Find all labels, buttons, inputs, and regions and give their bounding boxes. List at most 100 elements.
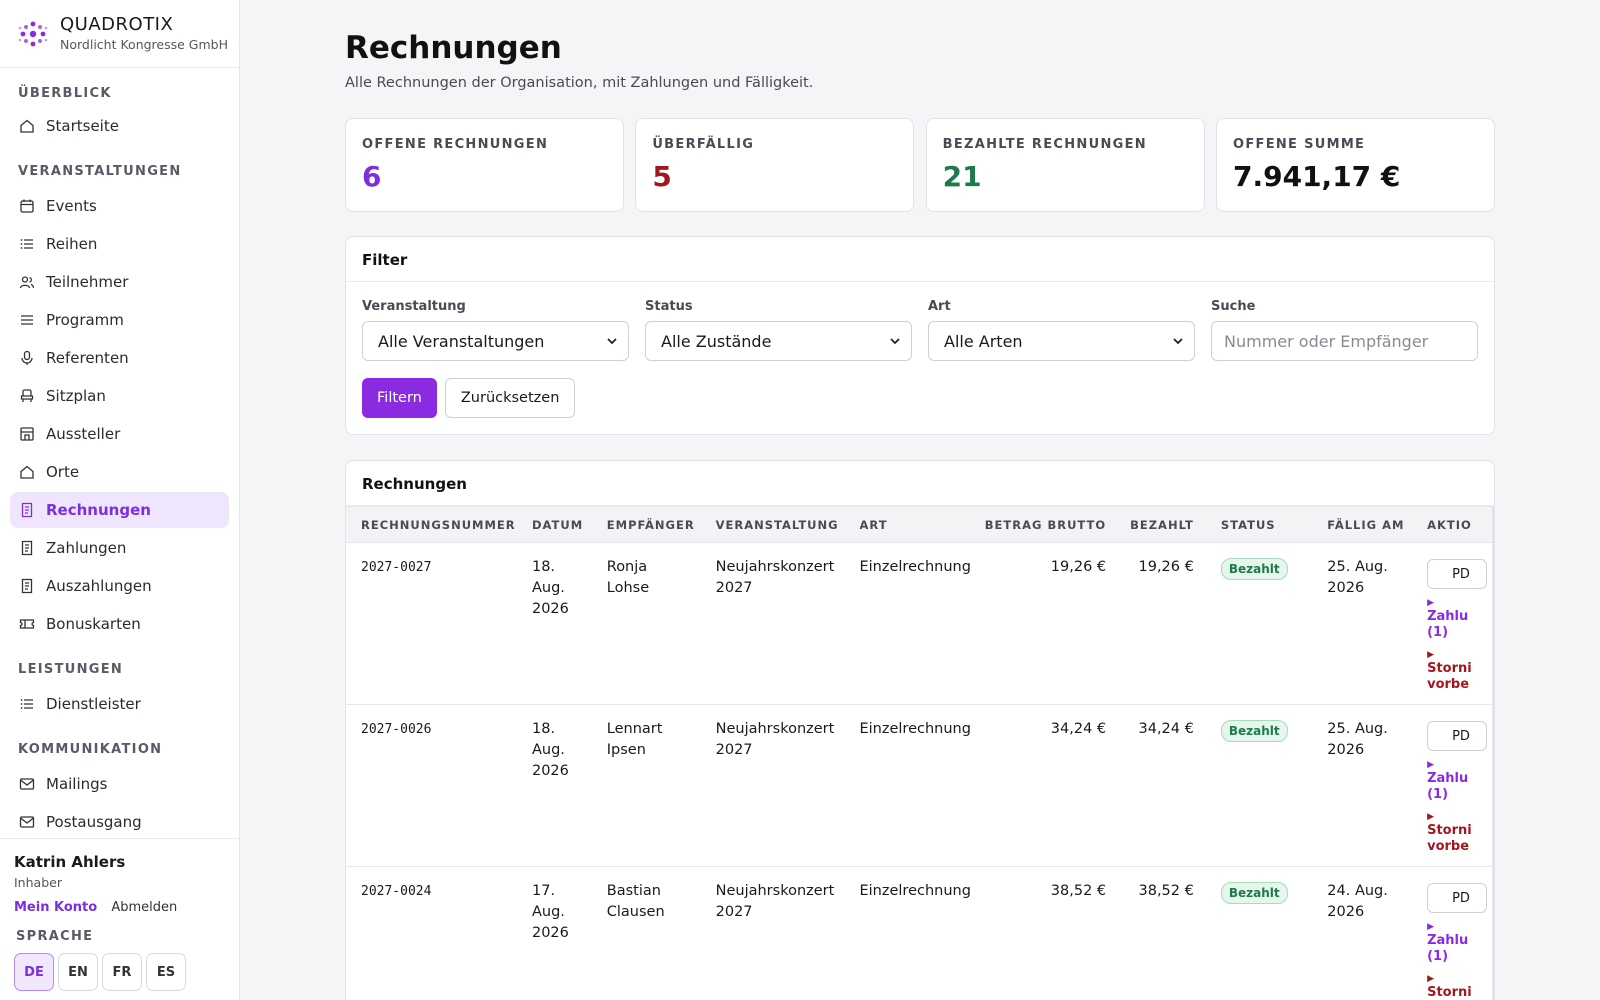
invoice-status: Bezahlt [1205, 704, 1313, 867]
column-header[interactable]: DATUM [516, 506, 592, 543]
sidebar-item-label: Postausgang [46, 813, 142, 831]
sidebar-item-label: Teilnehmer [46, 273, 129, 291]
invoice-recipient: Lennart Ipsen [591, 704, 701, 867]
invoice-gross: 19,26 € [976, 542, 1119, 705]
triangle-right-icon: ▶ [1427, 760, 1435, 770]
sidebar-item-mailings[interactable]: Mailings [10, 766, 229, 802]
sidebar-item-sitzplan[interactable]: Sitzplan [10, 378, 229, 414]
brand[interactable]: QUADROTIX Nordlicht Kongresse GmbH [0, 0, 239, 68]
sidebar-item-reihen[interactable]: Reihen [10, 226, 229, 262]
home-icon [18, 117, 36, 135]
sidebar-item-label: Reihen [46, 235, 98, 253]
invoice-gross: 38,52 € [976, 866, 1119, 1000]
type-filter-label: Art [928, 299, 951, 314]
status-badge: Bezahlt [1220, 882, 1288, 904]
sidebar-item-label: Zahlungen [46, 539, 127, 557]
payments-link[interactable]: ▶ Zahlu (1) [1427, 759, 1494, 803]
sidebar-item-label: Aussteller [46, 425, 121, 443]
lang-button-en[interactable]: EN [58, 953, 98, 991]
brand-org: Nordlicht Kongresse GmbH [60, 36, 228, 52]
language-title: SPRACHE [16, 929, 94, 944]
kpi-label: OFFENE RECHNUNGEN [362, 137, 549, 152]
users-icon [18, 273, 36, 291]
invoice-event: Neujahrskonzert 2027 [700, 542, 845, 705]
lang-button-es[interactable]: ES [146, 953, 186, 991]
main-nav: ÜBERBLICK Startseite VERANSTALTUNGEN Eve… [0, 82, 239, 840]
column-header[interactable]: VERANSTALTUNG [700, 506, 845, 543]
payments-link[interactable]: ▶ Zahlu (1) [1427, 921, 1494, 965]
receipt-icon [18, 577, 36, 595]
nav-section-communication: KOMMUNIKATION [18, 742, 163, 757]
search-input[interactable]: Nummer oder Empfänger [1211, 321, 1478, 361]
kpi-label: ÜBERFÄLLIG [652, 137, 755, 152]
sidebar-item-programm[interactable]: Programm [10, 302, 229, 338]
invoice-date: 18. Aug. 2026 [516, 704, 592, 867]
invoice-paid: 38,52 € [1118, 866, 1206, 1000]
lang-button-fr[interactable]: FR [102, 953, 142, 991]
sidebar-item-postausgang[interactable]: Postausgang [10, 804, 229, 840]
kpi-overdue: ÜBERFÄLLIG 5 [635, 118, 915, 212]
lang-button-de[interactable]: DE [14, 953, 54, 991]
receipt-icon [18, 539, 36, 557]
sidebar-item-orte[interactable]: Orte [10, 454, 229, 490]
sidebar-item-rechnungen[interactable]: Rechnungen [10, 492, 229, 528]
column-header[interactable]: EMPFÄNGER [591, 506, 701, 543]
filter-button[interactable]: Filtern [362, 378, 437, 418]
select-value: Alle Arten [944, 331, 1023, 351]
sidebar-item-referenten[interactable]: Referenten [10, 340, 229, 376]
invoice-date: 18. Aug. 2026 [516, 542, 592, 705]
kpi-label: BEZAHLTE RECHNUNGEN [942, 137, 1147, 152]
invoice-number: 2027-0024 [346, 866, 517, 1000]
triangle-right-icon: ▶ [1427, 974, 1435, 984]
payments-link[interactable]: ▶ Zahlu (1) [1427, 597, 1494, 641]
reset-button[interactable]: Zurücksetzen [444, 378, 576, 418]
column-header[interactable]: AKTIO [1412, 506, 1494, 543]
column-header[interactable]: ART [844, 506, 977, 543]
sidebar: QUADROTIX Nordlicht Kongresse GmbH ÜBERB… [0, 0, 240, 1000]
sidebar-item-aussteller[interactable]: Aussteller [10, 416, 229, 452]
logout-link[interactable]: Abmelden [111, 900, 178, 915]
my-account-link[interactable]: Mein Konto [14, 900, 98, 915]
chevron-down-icon [890, 338, 900, 345]
column-header[interactable]: BEZAHLT [1118, 506, 1206, 543]
user-panel: Katrin Ahlers Inhaber Mein Konto Abmelde… [0, 838, 240, 991]
kpi-value: 21 [942, 160, 982, 193]
list-icon [18, 235, 36, 253]
type-filter-select[interactable]: Alle Arten [928, 321, 1195, 361]
sidebar-item-zahlungen[interactable]: Zahlungen [10, 530, 229, 566]
invoice-status: Bezahlt [1205, 866, 1313, 1000]
column-header[interactable]: STATUS [1205, 506, 1313, 543]
sidebar-item-teilnehmer[interactable]: Teilnehmer [10, 264, 229, 300]
quadrotix-logo-icon [18, 21, 48, 46]
pdf-button[interactable]: PD [1427, 559, 1488, 589]
pdf-button[interactable]: PD [1427, 883, 1488, 913]
sidebar-item-label: Dienstleister [46, 695, 141, 713]
sidebar-item-bonuskarten[interactable]: Bonuskarten [10, 606, 229, 642]
kpi-row: OFFENE RECHNUNGEN 6 ÜBERFÄLLIG 5 BEZAHLT… [345, 118, 1495, 212]
column-header[interactable]: RECHNUNGSNUMMER [346, 506, 517, 543]
column-header[interactable]: FÄLLIG AM [1312, 506, 1413, 543]
sidebar-item-events[interactable]: Events [10, 188, 229, 224]
event-filter-select[interactable]: Alle Veranstaltungen [362, 321, 629, 361]
page-title: Rechnungen [345, 30, 562, 66]
triangle-right-icon: ▶ [1427, 922, 1435, 932]
status-filter-label: Status [645, 299, 693, 314]
sidebar-item-auszahlungen[interactable]: Auszahlungen [10, 568, 229, 604]
sidebar-item-startseite[interactable]: Startseite [10, 108, 229, 144]
chevron-down-icon [607, 338, 617, 345]
pdf-button[interactable]: PD [1427, 721, 1488, 751]
kpi-open-invoices: OFFENE RECHNUNGEN 6 [345, 118, 624, 212]
column-header[interactable]: BETRAG BRUTTO [976, 506, 1119, 543]
ticket-icon [18, 615, 36, 633]
sidebar-item-label: Auszahlungen [46, 577, 152, 595]
sidebar-item-label: Bonuskarten [46, 615, 141, 633]
kpi-value: 6 [362, 160, 382, 193]
list-icon [18, 695, 36, 713]
sidebar-item-dienstleister[interactable]: Dienstleister [10, 686, 229, 722]
status-filter-select[interactable]: Alle Zustände [645, 321, 912, 361]
event-filter-label: Veranstaltung [362, 299, 466, 314]
kpi-label: OFFENE SUMME [1232, 137, 1366, 152]
